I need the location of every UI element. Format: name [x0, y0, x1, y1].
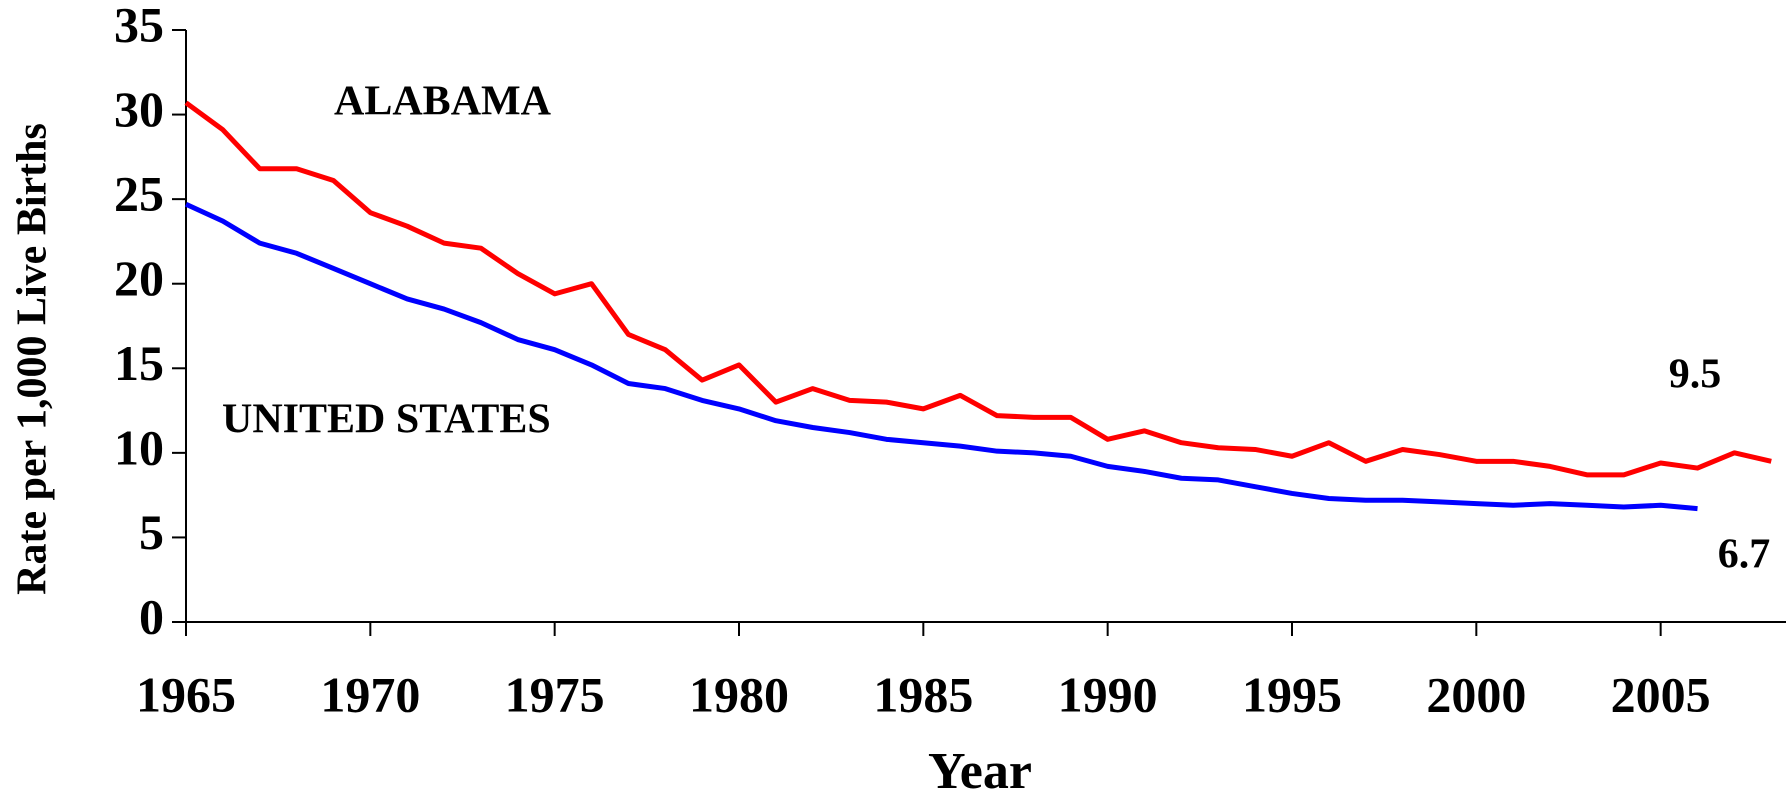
y-tick-label: 25	[114, 166, 164, 222]
x-tick-label: 1990	[1058, 666, 1158, 722]
y-tick-label: 10	[114, 419, 164, 475]
x-axis-label: Year	[928, 743, 1032, 800]
x-tick-label: 1975	[505, 666, 605, 722]
series-label: UNITED STATES	[222, 397, 551, 443]
x-tick-label: 1980	[689, 666, 789, 722]
y-tick-label: 35	[114, 0, 164, 52]
series-line	[184, 201, 1698, 512]
series-label: ALABAMA	[334, 79, 552, 125]
x-tick-label: 1985	[873, 666, 973, 722]
x-tick-label: 1995	[1242, 666, 1342, 722]
series-line	[184, 100, 1772, 478]
y-tick-label: 30	[114, 81, 164, 137]
y-tick-label: 0	[139, 588, 164, 644]
y-axis-label: Rate per 1,000 Live Births	[10, 123, 56, 595]
data-label: 6.7	[1718, 532, 1771, 578]
y-tick-label: 20	[114, 250, 164, 306]
y-tick-label: 15	[114, 335, 164, 391]
data-label: 9.5	[1669, 352, 1722, 398]
x-tick-label: 1970	[320, 666, 420, 722]
x-tick-label: 2000	[1426, 666, 1526, 722]
y-tick-label: 5	[139, 504, 164, 560]
x-tick-label: 2005	[1611, 666, 1711, 722]
x-tick-label: 1965	[136, 666, 236, 722]
